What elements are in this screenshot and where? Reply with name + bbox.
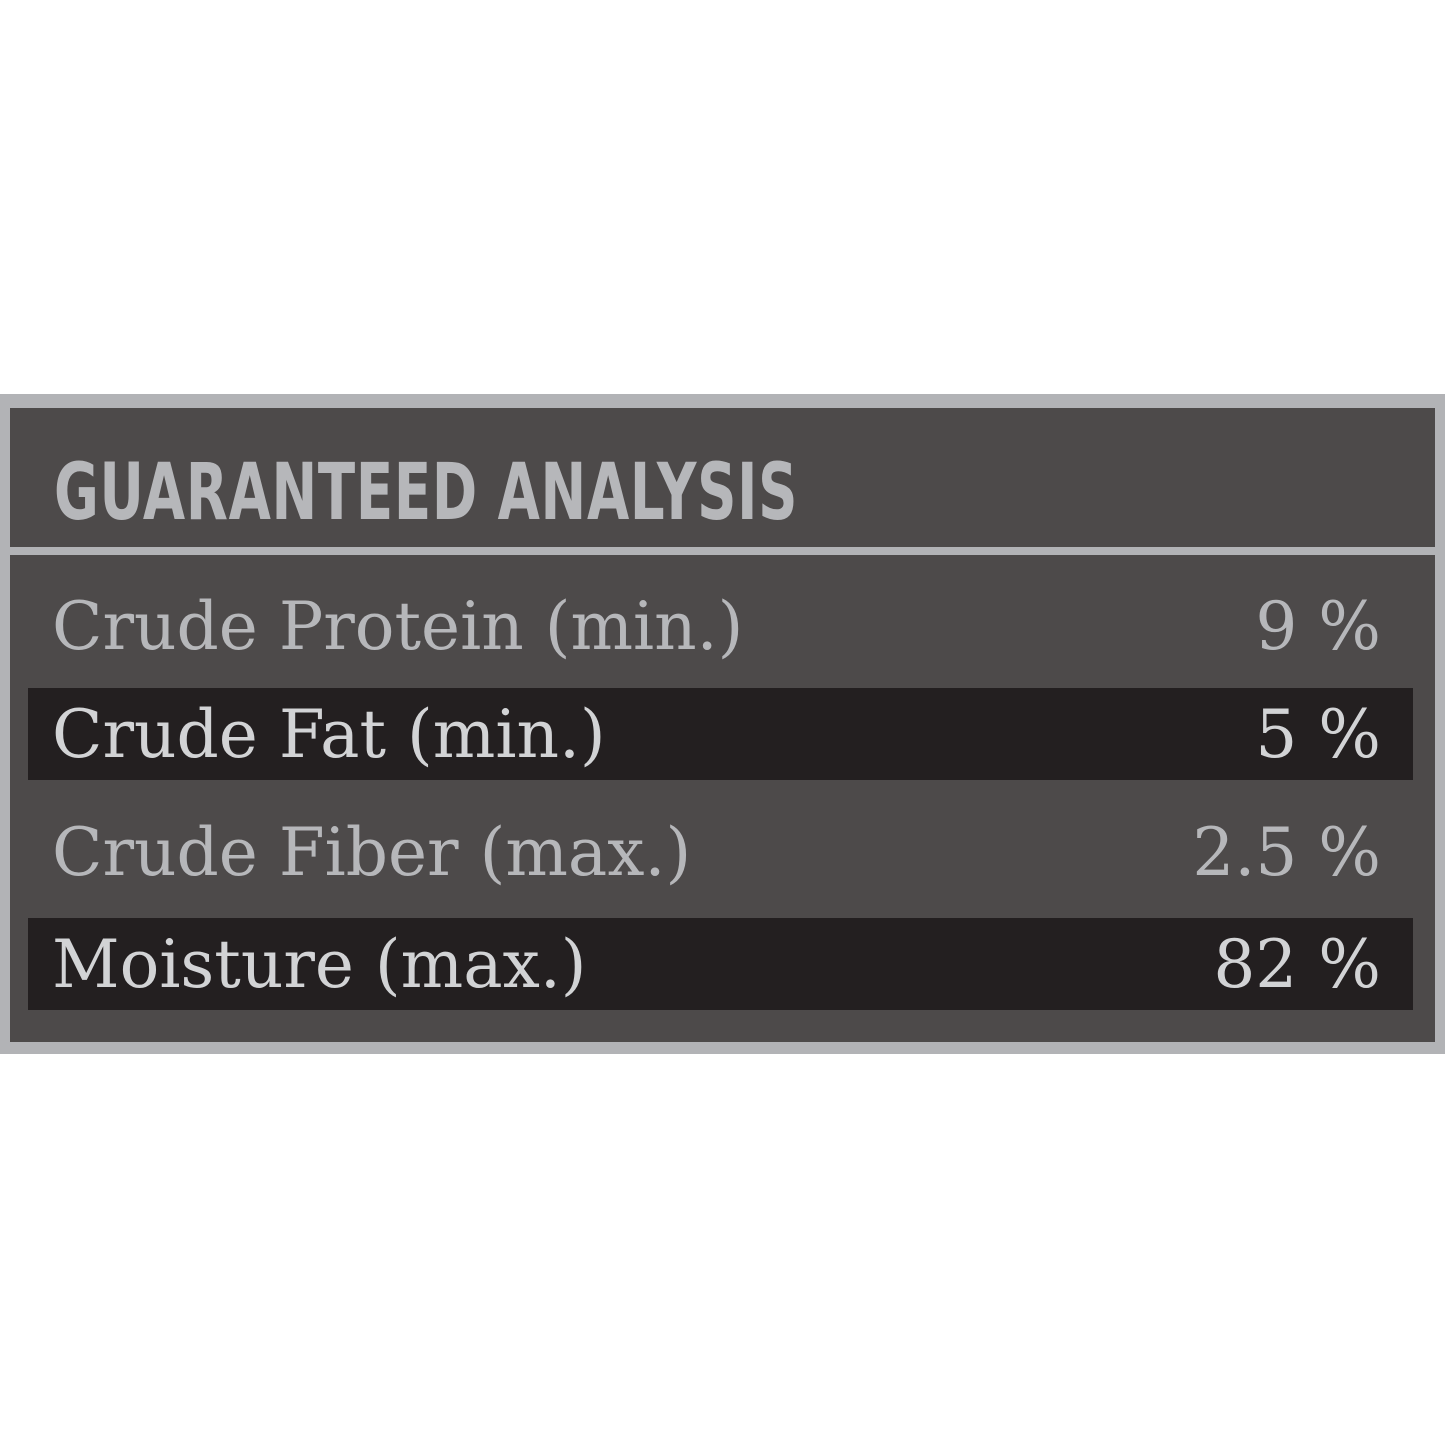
row-value: 5 % xyxy=(1255,696,1381,773)
guaranteed-analysis-label: GUARANTEED ANALYSIS Crude Protein (min.)… xyxy=(0,394,1445,1054)
row-value: 9 % xyxy=(1255,588,1381,665)
row-value: 2.5 % xyxy=(1192,814,1381,891)
analysis-row-fiber: Crude Fiber (max.) 2.5 % xyxy=(28,806,1413,898)
analysis-row-moisture: Moisture (max.) 82 % xyxy=(28,918,1413,1010)
label-title: GUARANTEED ANALYSIS xyxy=(54,448,799,538)
row-label: Crude Fat (min.) xyxy=(52,696,606,773)
analysis-row-fat: Crude Fat (min.) 5 % xyxy=(28,688,1413,780)
analysis-row-protein: Crude Protein (min.) 9 % xyxy=(28,580,1413,672)
row-label: Moisture (max.) xyxy=(52,926,587,1003)
row-label: Crude Fiber (max.) xyxy=(52,814,692,891)
row-label: Crude Protein (min.) xyxy=(52,588,744,665)
analysis-panel: GUARANTEED ANALYSIS Crude Protein (min.)… xyxy=(10,408,1435,1042)
header-divider xyxy=(10,547,1435,555)
row-value: 82 % xyxy=(1213,926,1381,1003)
